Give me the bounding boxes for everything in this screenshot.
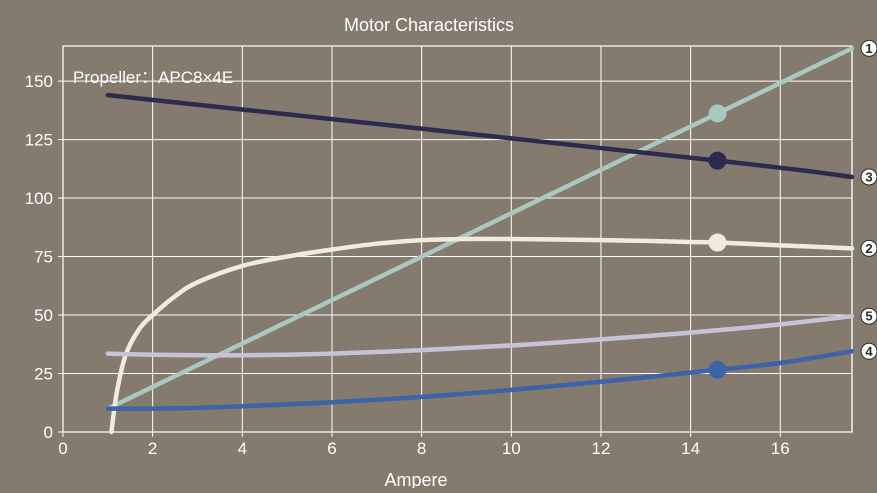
y-tick-label: 100 (25, 189, 53, 208)
x-tick-label: 8 (417, 439, 426, 458)
highlight-marker-4 (708, 360, 727, 379)
x-tick-label: 10 (502, 439, 521, 458)
series-badges: 1 3 2 5 4 (860, 39, 877, 360)
x-tick-label: 0 (58, 439, 67, 458)
highlight-marker-3 (708, 151, 727, 170)
series-badge-1 (860, 39, 877, 57)
highlight-marker-2 (708, 233, 727, 252)
series-line-1 (105, 46, 855, 411)
series-badge-label-4: 4 (865, 344, 873, 359)
x-tick-label: 16 (771, 439, 790, 458)
series-badge-5 (860, 307, 877, 325)
series-badge-label-1: 1 (865, 41, 872, 56)
y-tick-label: 25 (34, 365, 53, 384)
x-tick-label: 6 (327, 439, 336, 458)
series-badge-label-3: 3 (865, 170, 872, 185)
y-tick-label: 50 (34, 306, 53, 325)
x-tick-label: 4 (238, 439, 247, 458)
tick-labels: 0 2 4 6 8 10 12 14 16 0 25 50 75 100 125 150 (25, 72, 790, 458)
series-line-5 (105, 313, 855, 358)
y-tick-label: 150 (25, 72, 53, 91)
series-line-3 (105, 92, 855, 180)
series-line-4 (105, 349, 855, 411)
x-tick-label: 2 (148, 439, 157, 458)
series-badge-3 (860, 168, 877, 186)
series-badge-label-2: 2 (865, 241, 872, 256)
series-badge-label-5: 5 (865, 309, 872, 324)
y-tick-label: 75 (34, 248, 53, 267)
series-badge-4 (860, 342, 877, 360)
highlight-markers (708, 104, 727, 379)
x-axis-label: Ampere (384, 470, 447, 488)
x-tick-label: 14 (681, 439, 700, 458)
highlight-marker-1 (708, 104, 727, 123)
y-tick-label: 0 (44, 423, 53, 442)
series-line-2 (109, 236, 855, 435)
chart-title: Motor Characteristics (344, 15, 514, 35)
series-lines (105, 46, 855, 435)
propeller-annotation: Propeller：APC8×4E (73, 68, 233, 87)
series-badge-2 (860, 239, 877, 257)
x-tick-label: 12 (591, 439, 610, 458)
y-tick-label: 125 (25, 131, 53, 150)
